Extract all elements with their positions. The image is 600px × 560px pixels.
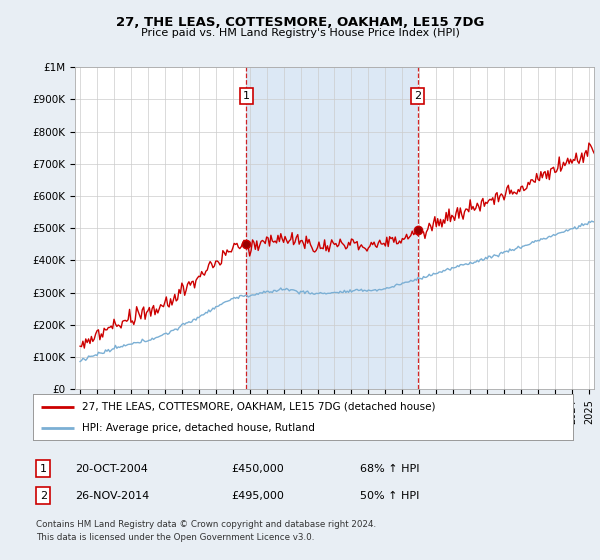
Text: 2: 2	[414, 91, 421, 101]
Text: This data is licensed under the Open Government Licence v3.0.: This data is licensed under the Open Gov…	[36, 533, 314, 542]
Text: Contains HM Land Registry data © Crown copyright and database right 2024.: Contains HM Land Registry data © Crown c…	[36, 520, 376, 529]
Text: 1: 1	[243, 91, 250, 101]
Text: HPI: Average price, detached house, Rutland: HPI: Average price, detached house, Rutl…	[82, 423, 314, 433]
Text: 26-NOV-2014: 26-NOV-2014	[75, 491, 149, 501]
Text: 2: 2	[40, 491, 47, 501]
Text: 27, THE LEAS, COTTESMORE, OAKHAM, LE15 7DG (detached house): 27, THE LEAS, COTTESMORE, OAKHAM, LE15 7…	[82, 402, 435, 412]
Text: 50% ↑ HPI: 50% ↑ HPI	[360, 491, 419, 501]
Text: 20-OCT-2004: 20-OCT-2004	[75, 464, 148, 474]
Text: Price paid vs. HM Land Registry's House Price Index (HPI): Price paid vs. HM Land Registry's House …	[140, 28, 460, 38]
Text: 68% ↑ HPI: 68% ↑ HPI	[360, 464, 419, 474]
Text: 1: 1	[40, 464, 47, 474]
Bar	[247, 67, 418, 389]
Text: £495,000: £495,000	[231, 491, 284, 501]
Text: 27, THE LEAS, COTTESMORE, OAKHAM, LE15 7DG: 27, THE LEAS, COTTESMORE, OAKHAM, LE15 7…	[116, 16, 484, 29]
Text: £450,000: £450,000	[231, 464, 284, 474]
